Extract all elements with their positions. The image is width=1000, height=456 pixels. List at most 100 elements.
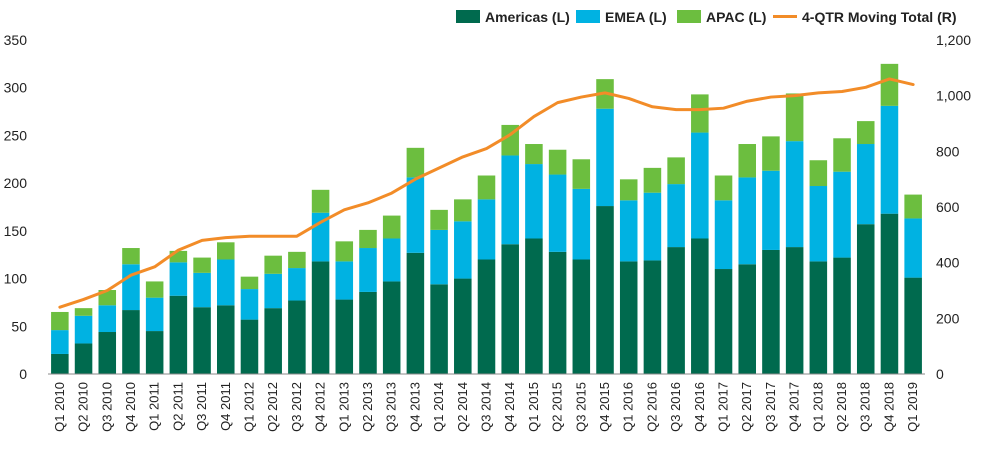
bar-americas-3 <box>122 310 140 374</box>
bar-americas-34 <box>856 224 875 374</box>
bar-emea-28 <box>714 200 733 270</box>
bar-emea-23 <box>596 108 614 207</box>
bar-americas-19 <box>501 244 519 374</box>
bar-emea-0 <box>51 330 69 354</box>
y-left-tick-label: 200 <box>4 175 28 191</box>
y-left-tick-label: 250 <box>4 127 28 143</box>
bar-americas-13 <box>359 291 377 374</box>
x-tick-label: Q3 2014 <box>479 382 494 432</box>
bar-americas-26 <box>667 247 685 374</box>
bar-americas-4 <box>145 331 164 374</box>
legend-label-moving-total: 4-QTR Moving Total (R) <box>802 9 957 25</box>
x-tick-label: Q1 2016 <box>621 382 636 432</box>
bar-americas-1 <box>74 343 93 374</box>
y-left-tick-label: 350 <box>4 32 28 48</box>
bar-emea-20 <box>525 164 543 239</box>
y-right-tick-label: 1,200 <box>936 32 971 48</box>
bar-americas-33 <box>833 257 851 374</box>
legend-label-apac: APAC (L) <box>706 9 766 25</box>
bar-apac-8 <box>240 276 259 290</box>
bar-americas-25 <box>643 260 662 374</box>
x-tick-label: Q2 2017 <box>739 382 754 432</box>
bar-emea-29 <box>738 177 756 265</box>
bar-americas-6 <box>193 307 211 374</box>
bar-americas-7 <box>217 305 235 374</box>
bar-americas-31 <box>785 247 804 374</box>
x-tick-label: Q3 2017 <box>763 382 778 432</box>
bar-americas-9 <box>264 308 282 374</box>
y-right-tick-label: 600 <box>936 199 960 215</box>
moving-total-line-layer <box>58 77 915 309</box>
bar-emea-15 <box>406 177 425 253</box>
bar-emea-33 <box>833 171 851 258</box>
bar-americas-14 <box>382 281 401 374</box>
bar-emea-13 <box>359 248 377 292</box>
bar-emea-8 <box>240 289 259 320</box>
bar-emea-18 <box>477 199 496 260</box>
legend-swatch-emea <box>576 10 600 23</box>
x-tick-label: Q3 2012 <box>289 382 304 432</box>
bar-apac-18 <box>477 175 496 200</box>
y-left-tick-label: 150 <box>4 223 28 239</box>
bar-americas-30 <box>762 249 780 374</box>
bar-apac-3 <box>122 248 140 265</box>
legend: Americas (L) EMEA (L) APAC (L) 4-QTR Moving… <box>456 9 957 25</box>
x-tick-label: Q2 2013 <box>360 382 375 432</box>
bar-americas-22 <box>572 259 591 374</box>
bar-americas-16 <box>430 284 448 374</box>
x-tick-label: Q3 2016 <box>668 382 683 432</box>
y-right-tick-label: 1,000 <box>936 88 971 104</box>
bar-apac-25 <box>643 167 662 193</box>
x-tick-label: Q4 2015 <box>597 382 612 432</box>
bar-apac-5 <box>169 250 188 263</box>
x-tick-label: Q1 2011 <box>147 382 162 431</box>
bar-americas-0 <box>51 353 69 374</box>
bar-apac-35 <box>880 63 899 106</box>
bar-apac-31 <box>785 93 804 142</box>
legend-swatch-americas <box>456 10 480 23</box>
x-tick-label: Q2 2014 <box>455 382 470 432</box>
bar-americas-12 <box>335 299 354 374</box>
bar-emea-30 <box>762 170 780 250</box>
y-left-tick-label: 50 <box>11 318 27 334</box>
x-tick-label: Q1 2017 <box>716 382 731 432</box>
bar-apac-22 <box>572 159 591 189</box>
bar-apac-24 <box>619 179 638 201</box>
y-left-tick-label: 300 <box>4 80 28 96</box>
bar-apac-12 <box>335 241 354 262</box>
bar-emea-2 <box>98 305 117 333</box>
bar-apac-10 <box>288 251 306 269</box>
x-tick-label: Q1 2014 <box>431 382 446 432</box>
y-right-tick-label: 400 <box>936 255 960 271</box>
x-tick-label: Q3 2011 <box>194 382 209 431</box>
x-tick-label: Q4 2017 <box>787 382 802 432</box>
x-tick-label: Q4 2013 <box>407 382 422 432</box>
x-tick-label: Q1 2013 <box>336 382 351 432</box>
bar-apac-26 <box>667 157 685 185</box>
x-tick-label: Q1 2015 <box>526 382 541 432</box>
bars <box>51 63 922 374</box>
bar-americas-36 <box>904 277 922 374</box>
bar-apac-7 <box>217 242 235 260</box>
y-left-tick-label: 100 <box>4 271 28 287</box>
bar-apac-21 <box>548 149 567 175</box>
bar-emea-7 <box>217 259 235 306</box>
bar-emea-16 <box>430 229 448 285</box>
x-tick-label: Q2 2010 <box>76 382 91 432</box>
x-tick-label: Q4 2018 <box>881 382 896 432</box>
x-tick-label: Q3 2015 <box>573 382 588 432</box>
legend-label-emea: EMEA (L) <box>605 9 667 25</box>
y-right-tick-label: 0 <box>936 366 944 382</box>
bar-emea-1 <box>74 315 93 344</box>
bar-emea-5 <box>169 262 188 296</box>
bar-apac-28 <box>714 175 733 201</box>
x-tick-label: Q1 2012 <box>241 382 256 432</box>
bar-americas-18 <box>477 259 496 374</box>
bar-americas-11 <box>311 261 330 374</box>
bar-americas-15 <box>406 252 425 374</box>
bar-apac-0 <box>51 311 69 331</box>
bar-emea-12 <box>335 261 354 300</box>
bar-emea-31 <box>785 141 804 248</box>
bar-emea-17 <box>454 221 472 279</box>
